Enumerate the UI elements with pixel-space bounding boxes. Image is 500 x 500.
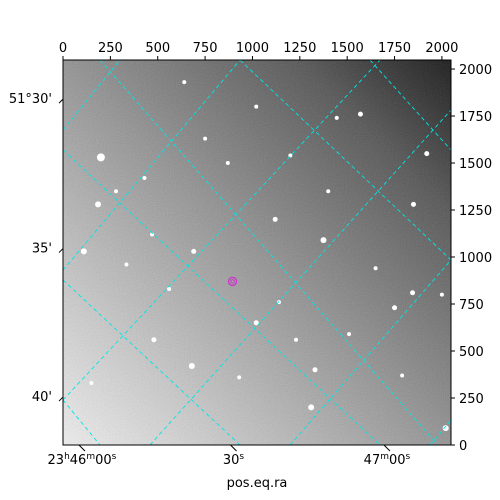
star: [439, 292, 444, 297]
star: [347, 332, 352, 337]
y-tick-label: 1000: [459, 251, 492, 266]
y-tick-label: 500: [459, 345, 484, 360]
x-tick-label: 250: [98, 41, 123, 56]
star: [225, 161, 230, 166]
star: [373, 266, 378, 271]
x-tick-label: 0: [59, 41, 67, 56]
ra-tick-label: 30s: [223, 452, 245, 468]
x-tick-label: 1500: [331, 41, 364, 56]
dec-tick-label: 51°30': [9, 92, 52, 107]
grid-line: [99, 60, 439, 445]
star: [203, 136, 208, 141]
x-axis-label: pos.eq.ra: [227, 476, 288, 491]
coordinate-grid: [63, 60, 451, 445]
star: [124, 262, 129, 267]
star: [334, 115, 339, 120]
star: [410, 201, 416, 207]
x-tick-label: 500: [145, 41, 170, 56]
ra-tick-label: 23h46m00s: [48, 452, 117, 468]
star: [191, 248, 197, 254]
grid-line: [63, 60, 381, 401]
star: [288, 153, 293, 158]
star: [254, 104, 259, 109]
star: [320, 237, 327, 244]
grid-line: [63, 279, 241, 445]
y-pixel-ticks: 0 250 500 750 1000 1250 1500 1750 2000: [451, 63, 492, 454]
ra-ticks: 23h46m00s 30s 47m00s: [48, 444, 411, 468]
target-marker-layer: [227, 276, 238, 287]
grid-line: [63, 399, 101, 445]
grid-line: [369, 60, 451, 151]
star: [400, 373, 405, 378]
target-marker-center: [230, 279, 235, 284]
star: [308, 404, 315, 411]
x-tick-label: 1250: [283, 41, 316, 56]
star: [167, 286, 172, 291]
star: [95, 201, 102, 208]
star: [114, 189, 119, 194]
ra-tick-mark: [78, 444, 86, 452]
grid-line: [429, 419, 451, 445]
star: [442, 425, 449, 432]
star: [151, 337, 157, 343]
star: [89, 380, 94, 385]
x-pixel-ticks: 0 250 500 750 1000 1250 1500 1750 2000: [59, 41, 458, 60]
star: [142, 176, 147, 181]
y-tick-label: 2000: [459, 63, 492, 78]
grid-line: [63, 60, 241, 271]
star: [188, 363, 195, 370]
dec-tick-label: 40': [32, 390, 52, 405]
ra-tick-label: 47m00s: [364, 452, 411, 468]
star: [392, 305, 398, 311]
star: [96, 153, 105, 162]
ra-tick-mark: [383, 444, 391, 452]
dec-tick-mark: [58, 248, 64, 253]
grid-line: [149, 109, 451, 445]
star: [357, 111, 363, 117]
dec-ticks: 51°30' 35' 40': [9, 92, 64, 405]
star: [182, 80, 187, 85]
star: [312, 367, 318, 373]
target-marker: [227, 276, 238, 287]
star: [294, 337, 299, 342]
star: [410, 290, 416, 296]
x-tick-label: 2000: [425, 41, 458, 56]
plot-frame: [62, 59, 452, 446]
ra-tick-mark: [230, 444, 237, 452]
x-tick-label: 750: [193, 41, 218, 56]
y-tick-label: 1500: [459, 157, 492, 172]
grid-line: [63, 149, 381, 445]
grid-line: [289, 259, 451, 445]
y-tick-label: 750: [459, 298, 484, 313]
sky-image: [63, 60, 451, 445]
star: [80, 248, 87, 255]
dec-tick-label: 35': [32, 242, 52, 257]
grid-line: [63, 60, 121, 131]
y-tick-label: 1250: [459, 204, 492, 219]
star: [424, 151, 430, 157]
star: [326, 189, 331, 194]
star-field: [80, 80, 449, 432]
y-tick-label: 250: [459, 392, 484, 407]
x-tick-label: 1750: [378, 41, 411, 56]
y-tick-label: 1750: [459, 110, 492, 125]
star: [272, 216, 278, 222]
star: [237, 375, 242, 380]
y-tick-label: 0: [459, 439, 467, 454]
dec-tick-mark: [58, 98, 64, 104]
x-tick-label: 1000: [236, 41, 269, 56]
dec-tick-mark: [58, 396, 64, 402]
star: [253, 320, 259, 326]
